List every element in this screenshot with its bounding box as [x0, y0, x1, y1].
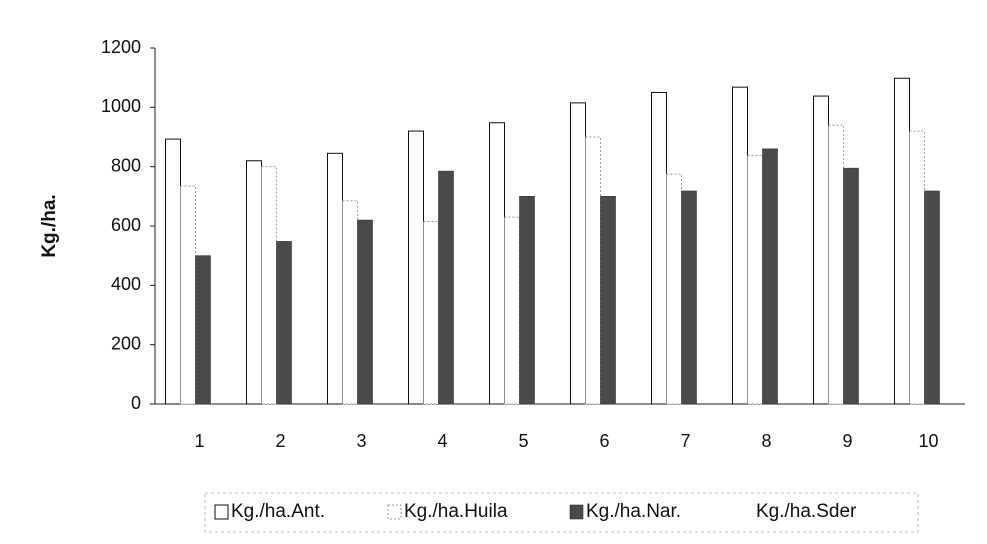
legend-label: Kg./ha.Sder	[756, 501, 857, 522]
bar	[924, 190, 940, 405]
x-tick-label: 2	[275, 431, 285, 451]
y-tick-label: 600	[111, 215, 141, 235]
legend-label: Kg./ha.Ant.	[231, 501, 325, 522]
legend-swatch	[569, 504, 584, 520]
y-tick-label: 400	[111, 274, 141, 294]
x-tick-label: 6	[599, 431, 609, 451]
bar	[681, 190, 697, 405]
bar	[246, 160, 262, 405]
bar	[261, 166, 277, 405]
y-tick-label: 1000	[101, 96, 141, 116]
x-tick-label: 3	[356, 431, 366, 451]
x-tick-label: 9	[842, 431, 852, 451]
bar	[438, 170, 454, 405]
legend-swatch	[214, 504, 229, 520]
bar	[357, 219, 373, 405]
bar	[489, 122, 505, 405]
x-tick-label: 1	[194, 431, 204, 451]
y-tick-label: 200	[111, 333, 141, 353]
y-tick-label: 1200	[101, 37, 141, 57]
bar	[651, 92, 667, 405]
bar	[504, 216, 520, 405]
bar	[666, 173, 682, 405]
bar	[180, 185, 196, 405]
y-tick-label: 0	[131, 393, 141, 413]
legend-label: Kg./ha.Nar.	[586, 501, 681, 522]
bar	[894, 77, 910, 405]
bar	[570, 102, 586, 405]
bar	[519, 196, 535, 405]
bar	[843, 167, 859, 405]
legend-swatch	[387, 504, 402, 520]
x-tick-label: 4	[437, 431, 447, 451]
bar	[732, 86, 748, 405]
bar	[813, 95, 829, 405]
bar	[909, 130, 925, 405]
bar	[408, 130, 424, 405]
bar	[327, 152, 343, 405]
legend-label: Kg./ha.Huila	[404, 501, 508, 522]
bar	[165, 138, 181, 405]
legend-box	[204, 492, 919, 533]
bar	[276, 241, 292, 405]
x-tick-label: 5	[518, 431, 528, 451]
x-tick-label: 8	[761, 431, 771, 451]
legend-swatch	[740, 505, 753, 519]
bar	[762, 148, 778, 405]
bar	[342, 200, 358, 405]
bar	[747, 154, 763, 405]
bar	[828, 124, 844, 405]
y-axis-label: Kg./ha.	[39, 194, 60, 257]
x-tick-label: 7	[680, 431, 690, 451]
x-tick-label: 10	[918, 431, 938, 451]
bar	[585, 136, 601, 405]
y-tick-label: 800	[111, 155, 141, 175]
bar	[600, 196, 616, 405]
bar	[195, 255, 211, 405]
bar	[423, 221, 439, 405]
